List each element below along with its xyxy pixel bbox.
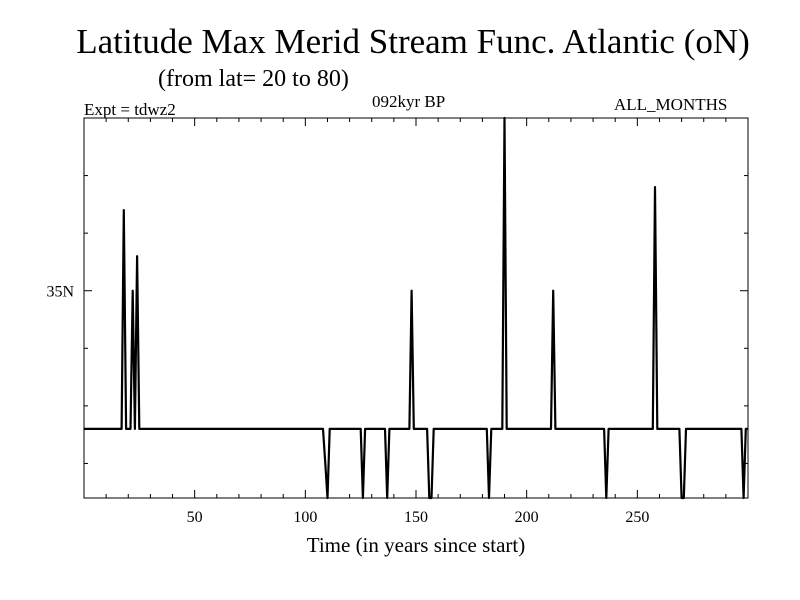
y-tick-label: 35N <box>46 284 74 301</box>
series-line <box>84 116 748 500</box>
x-tick-label: 100 <box>293 509 317 526</box>
period-label: 092kyr BP <box>372 92 446 111</box>
x-axis-title: Time (in years since start) <box>307 533 526 557</box>
x-tick-label: 200 <box>515 509 539 526</box>
chart-subtitle: (from lat= 20 to 80) <box>158 66 349 92</box>
chart-title: Latitude Max Merid Stream Func. Atlantic… <box>76 22 750 61</box>
experiment-label: Expt = tdwz2 <box>84 100 176 119</box>
axis-labels: 50 100 150 200 250 35N <box>46 284 649 526</box>
series-group <box>84 116 748 500</box>
plot-frame <box>83 117 749 499</box>
x-tick-label: 50 <box>187 509 203 526</box>
months-label: ALL_MONTHS <box>614 95 728 114</box>
x-tick-label: 250 <box>625 509 649 526</box>
axis-ticks <box>84 118 748 498</box>
x-tick-label: 150 <box>404 509 428 526</box>
